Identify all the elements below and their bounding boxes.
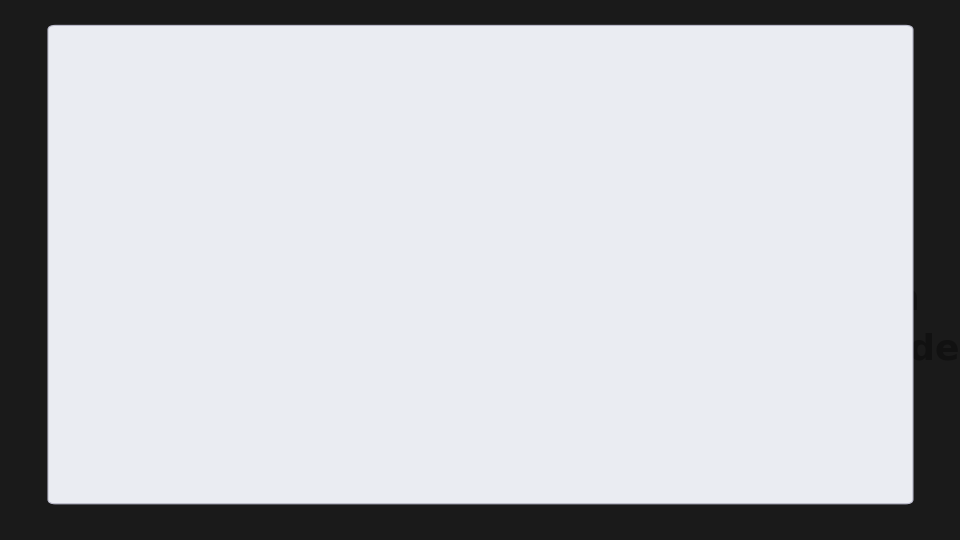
Text: ☹: ☹ [85,284,123,318]
Text: P. 213: P. 213 [836,51,876,64]
Text: PRIVATE FOUNDATION TAX RATE ON NET INVESTMENT INCOME: PRIVATE FOUNDATION TAX RATE ON NET INVES… [88,75,545,89]
Text: Reported on Form 990-PF: Reported on Form 990-PF [154,396,676,430]
Text: charitable distributions had been made: charitable distributions had been made [154,333,960,367]
Text: ☺: ☺ [85,152,123,186]
Text: ▷: ▷ [85,396,113,430]
Text: Tax rate reduced from 2% to 1.39%: Tax rate reduced from 2% to 1.39% [154,152,872,186]
Text: Repealed prior 1% rate where certain: Repealed prior 1% rate where certain [154,284,920,318]
Text: (Disaster Act): (Disaster Act) [154,201,435,235]
